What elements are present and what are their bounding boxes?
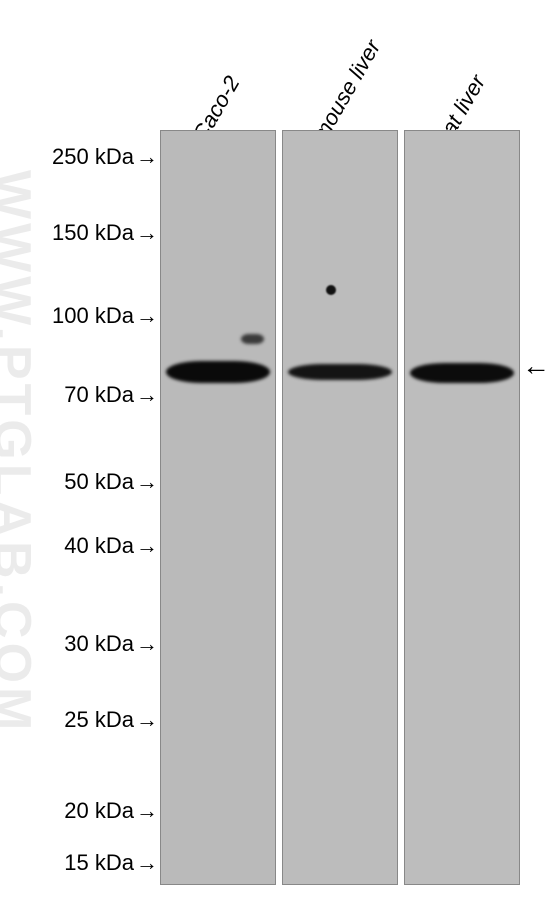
arrow-right-icon: → (136, 631, 158, 657)
lane-labels-area: Caco-2mouse liverrat liver (0, 0, 550, 130)
ladder-label: 25 kDa (64, 707, 134, 733)
ladder-label: 40 kDa (64, 533, 134, 559)
artifact-speck (326, 285, 336, 295)
protein-band (241, 334, 264, 344)
ladder-marker: 25 kDa→ (64, 707, 158, 733)
ladder-marker: 100 kDa→ (52, 303, 158, 329)
ladder-label: 150 kDa (52, 220, 134, 246)
ladder-label: 70 kDa (64, 382, 134, 408)
ladder-marker: 15 kDa→ (64, 850, 158, 876)
ladder-label: 15 kDa (64, 850, 134, 876)
lane (404, 130, 520, 885)
lane (282, 130, 398, 885)
arrow-right-icon: → (136, 798, 158, 824)
ladder-marker: 50 kDa→ (64, 469, 158, 495)
arrow-right-icon: → (136, 533, 158, 559)
ladder-label: 50 kDa (64, 469, 134, 495)
blot-area (160, 130, 520, 885)
ladder-marker: 30 kDa→ (64, 631, 158, 657)
arrow-right-icon: → (136, 382, 158, 408)
arrow-right-icon: → (136, 850, 158, 876)
ladder-marker: 250 kDa→ (52, 144, 158, 170)
ladder-label: 30 kDa (64, 631, 134, 657)
arrow-right-icon: → (136, 303, 158, 329)
arrow-right-icon: → (136, 144, 158, 170)
ladder-label: 250 kDa (52, 144, 134, 170)
ladder-label: 20 kDa (64, 798, 134, 824)
protein-band (166, 361, 271, 383)
ladder-marker: 70 kDa→ (64, 382, 158, 408)
molecular-weight-ladder: 250 kDa→150 kDa→100 kDa→70 kDa→50 kDa→40… (0, 130, 160, 885)
arrow-right-icon: → (136, 707, 158, 733)
arrow-right-icon: → (136, 469, 158, 495)
protein-band (410, 363, 515, 383)
target-band-arrow-icon: ← (522, 350, 550, 382)
protein-band (288, 364, 393, 380)
lane (160, 130, 276, 885)
ladder-marker: 40 kDa→ (64, 533, 158, 559)
arrow-right-icon: → (136, 220, 158, 246)
blot-figure: WWW.PTGLAB.COM Caco-2mouse liverrat live… (0, 0, 550, 903)
ladder-label: 100 kDa (52, 303, 134, 329)
ladder-marker: 20 kDa→ (64, 798, 158, 824)
ladder-marker: 150 kDa→ (52, 220, 158, 246)
